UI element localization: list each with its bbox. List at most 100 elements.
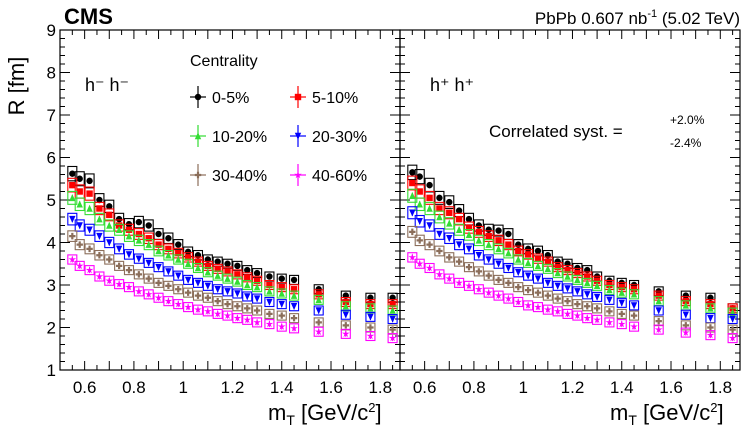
syst-box [680,309,691,320]
data-point [505,241,512,248]
data-point [455,207,463,214]
syst-box [434,228,445,240]
data-point [69,194,76,202]
x-tick-label: 1.8 [708,378,732,397]
syst-box [114,223,125,236]
legend-marker [194,93,202,101]
data-point [475,285,483,293]
data-point [534,275,542,283]
syst-box [493,274,504,285]
data-point [475,228,483,236]
data-point [155,230,162,238]
data-point [266,310,273,318]
data-point [593,315,601,324]
syst-box [463,280,475,291]
syst-box [483,287,494,298]
syst-box [513,254,524,265]
syst-box [532,287,544,298]
data-point [184,276,192,284]
syst-box [532,273,544,284]
data-point [389,300,396,308]
syst-box [407,164,418,181]
data-point [69,170,76,177]
data-point [416,218,423,226]
syst-box [444,273,455,284]
data-point [234,277,241,285]
data-point [584,273,591,280]
data-point [244,305,251,312]
syst-box [252,317,263,328]
syst-box [242,279,253,291]
data-point [574,288,581,296]
data-point [554,269,561,277]
syst-box [562,283,573,294]
data-point [290,276,298,284]
syst-box [173,299,184,310]
y-tick-label: 6 [47,149,56,168]
data-point [436,213,443,221]
series-20-30pct [67,212,398,325]
legend-item: 0-5% [190,86,249,108]
data-point [505,249,512,257]
syst-box [114,243,125,255]
syst-box [629,289,640,300]
data-point [175,255,182,263]
x-tick-label: 0.8 [462,378,486,397]
syst-box [705,330,716,341]
data-point [682,322,689,329]
data-point [524,286,532,294]
data-point [115,262,123,270]
data-point [135,287,143,295]
syst-box [552,293,563,304]
legend-label: 0-5% [212,90,249,107]
data-point [277,322,286,330]
syst-box [552,268,563,279]
syst-box [222,310,233,321]
data-point [485,272,492,279]
data-point [655,297,662,305]
data-point [564,285,571,293]
data-point [204,282,212,290]
data-point [105,276,114,284]
syst-box [289,313,300,324]
data-point [145,235,152,242]
syst-box [123,249,135,260]
syst-box [473,284,484,295]
data-point [265,320,274,328]
syst-box [572,274,583,285]
data-point [125,232,133,240]
data-point [504,294,513,302]
data-point [315,296,322,304]
legend-marker [294,132,302,140]
data-point [618,299,625,307]
data-point [630,312,638,319]
data-point [617,320,626,328]
data-point [290,324,298,332]
syst-box [104,275,115,286]
syst-box [114,279,125,290]
data-point [505,264,512,272]
data-point [278,289,285,297]
data-point [495,245,502,253]
data-point [465,215,473,223]
syst-box [473,249,484,261]
data-point [515,247,522,255]
syst-box [454,223,465,236]
data-point [485,226,492,233]
syst-box [74,260,85,271]
syst-box [503,277,514,288]
syst-box [454,256,465,267]
data-point [106,239,113,247]
syst-box [242,291,253,302]
syst-box [604,317,615,328]
syst-box [523,270,534,281]
syst-box [202,292,213,303]
data-point [573,311,582,319]
data-point [495,260,502,268]
syst-box [173,239,184,251]
data-point [524,301,532,309]
data-point [409,209,416,217]
syst-box [513,267,524,278]
data-point [515,269,522,277]
syst-box [84,186,95,201]
